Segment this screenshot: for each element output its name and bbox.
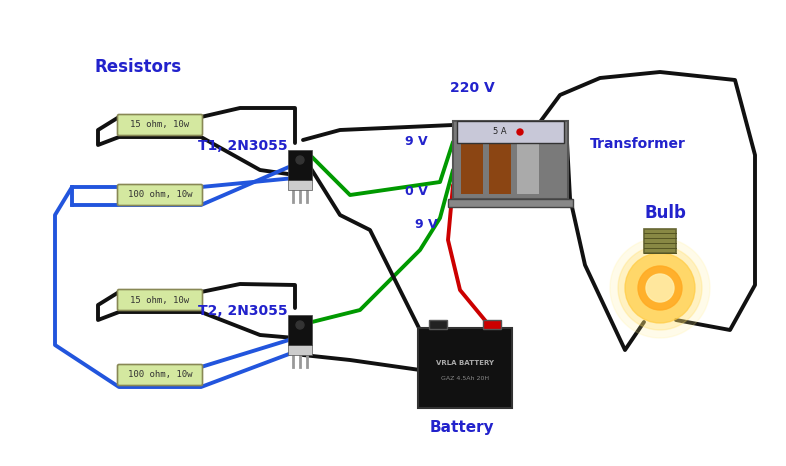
Text: VRLA BATTERY: VRLA BATTERY [436, 360, 494, 366]
Text: 100 ohm, 10w: 100 ohm, 10w [128, 370, 193, 379]
Circle shape [610, 238, 710, 338]
Text: 5 A: 5 A [493, 128, 507, 137]
Text: 0 V: 0 V [405, 185, 428, 198]
FancyBboxPatch shape [117, 364, 203, 385]
Text: Bulb: Bulb [645, 204, 687, 222]
Circle shape [625, 253, 695, 323]
Circle shape [638, 266, 682, 310]
Text: T1, 2N3055: T1, 2N3055 [198, 139, 288, 153]
Text: T2, 2N3055: T2, 2N3055 [198, 304, 288, 318]
Text: 220 V: 220 V [450, 81, 494, 95]
FancyBboxPatch shape [429, 320, 447, 329]
FancyBboxPatch shape [288, 345, 312, 355]
Text: Transformer: Transformer [590, 137, 686, 151]
Circle shape [517, 129, 523, 135]
FancyBboxPatch shape [288, 315, 312, 345]
Text: 9 V: 9 V [405, 135, 428, 148]
FancyBboxPatch shape [516, 144, 538, 194]
Text: 15 ohm, 10w: 15 ohm, 10w [130, 295, 189, 304]
Circle shape [296, 321, 304, 329]
Text: 100 ohm, 10w: 100 ohm, 10w [128, 191, 193, 199]
Text: Battery: Battery [430, 420, 494, 435]
FancyBboxPatch shape [483, 320, 501, 329]
FancyBboxPatch shape [117, 185, 203, 206]
Text: 9 V: 9 V [415, 218, 438, 231]
Circle shape [618, 246, 702, 330]
Text: Resistors: Resistors [95, 58, 182, 76]
Circle shape [646, 274, 674, 302]
Text: GAZ 4.5Ah 20H: GAZ 4.5Ah 20H [441, 376, 489, 381]
FancyBboxPatch shape [489, 144, 510, 194]
FancyBboxPatch shape [447, 199, 572, 207]
FancyBboxPatch shape [288, 150, 312, 180]
Circle shape [296, 156, 304, 164]
FancyBboxPatch shape [117, 115, 203, 136]
FancyBboxPatch shape [418, 328, 512, 408]
FancyBboxPatch shape [288, 180, 312, 190]
FancyBboxPatch shape [461, 144, 483, 194]
FancyBboxPatch shape [644, 229, 676, 253]
FancyBboxPatch shape [117, 289, 203, 310]
Text: 15 ohm, 10w: 15 ohm, 10w [130, 121, 189, 130]
FancyBboxPatch shape [457, 121, 564, 143]
FancyBboxPatch shape [453, 121, 567, 199]
